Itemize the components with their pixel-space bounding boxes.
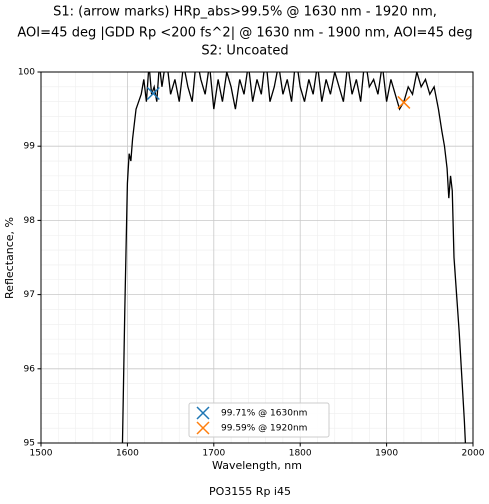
title-line: AOI=45 deg |GDD Rp <200 fs^2| @ 1630 nm … [17,26,472,41]
x-axis-label: Wavelength, nm [212,459,302,472]
footer: PO3155 Rp i45 [209,485,291,498]
y-tick-label: 95 [24,439,35,449]
y-axis-label: Reflectance, % [3,217,16,299]
y-tick-label: 97 [24,290,35,300]
x-tick-label: 1800 [289,449,312,459]
marker [146,86,160,101]
y-tick-label: 99 [24,142,36,152]
legend-marker [196,421,210,435]
title-line: S1: (arrow marks) HRp_abs>99.5% @ 1630 n… [53,5,437,20]
x-tick-label: 1500 [30,449,53,459]
x-tick-label: 1600 [116,449,139,459]
legend-marker [196,406,210,420]
x-tick-label: 1700 [202,449,225,459]
legend-box [188,402,330,438]
marker [397,95,411,109]
y-tick-label: 98 [24,216,36,226]
line [121,72,467,443]
plot-frame [40,71,474,444]
legend-label: 99.59% @ 1920nm [221,424,307,434]
y-tick-label: 100 [18,68,35,78]
legend-label: 99.71% @ 1630nm [221,409,307,419]
title-line: S2: Uncoated [201,44,288,59]
x-tick-label: 1900 [375,449,398,459]
y-tick-label: 96 [24,364,36,374]
x-tick-label: 2000 [462,449,485,459]
